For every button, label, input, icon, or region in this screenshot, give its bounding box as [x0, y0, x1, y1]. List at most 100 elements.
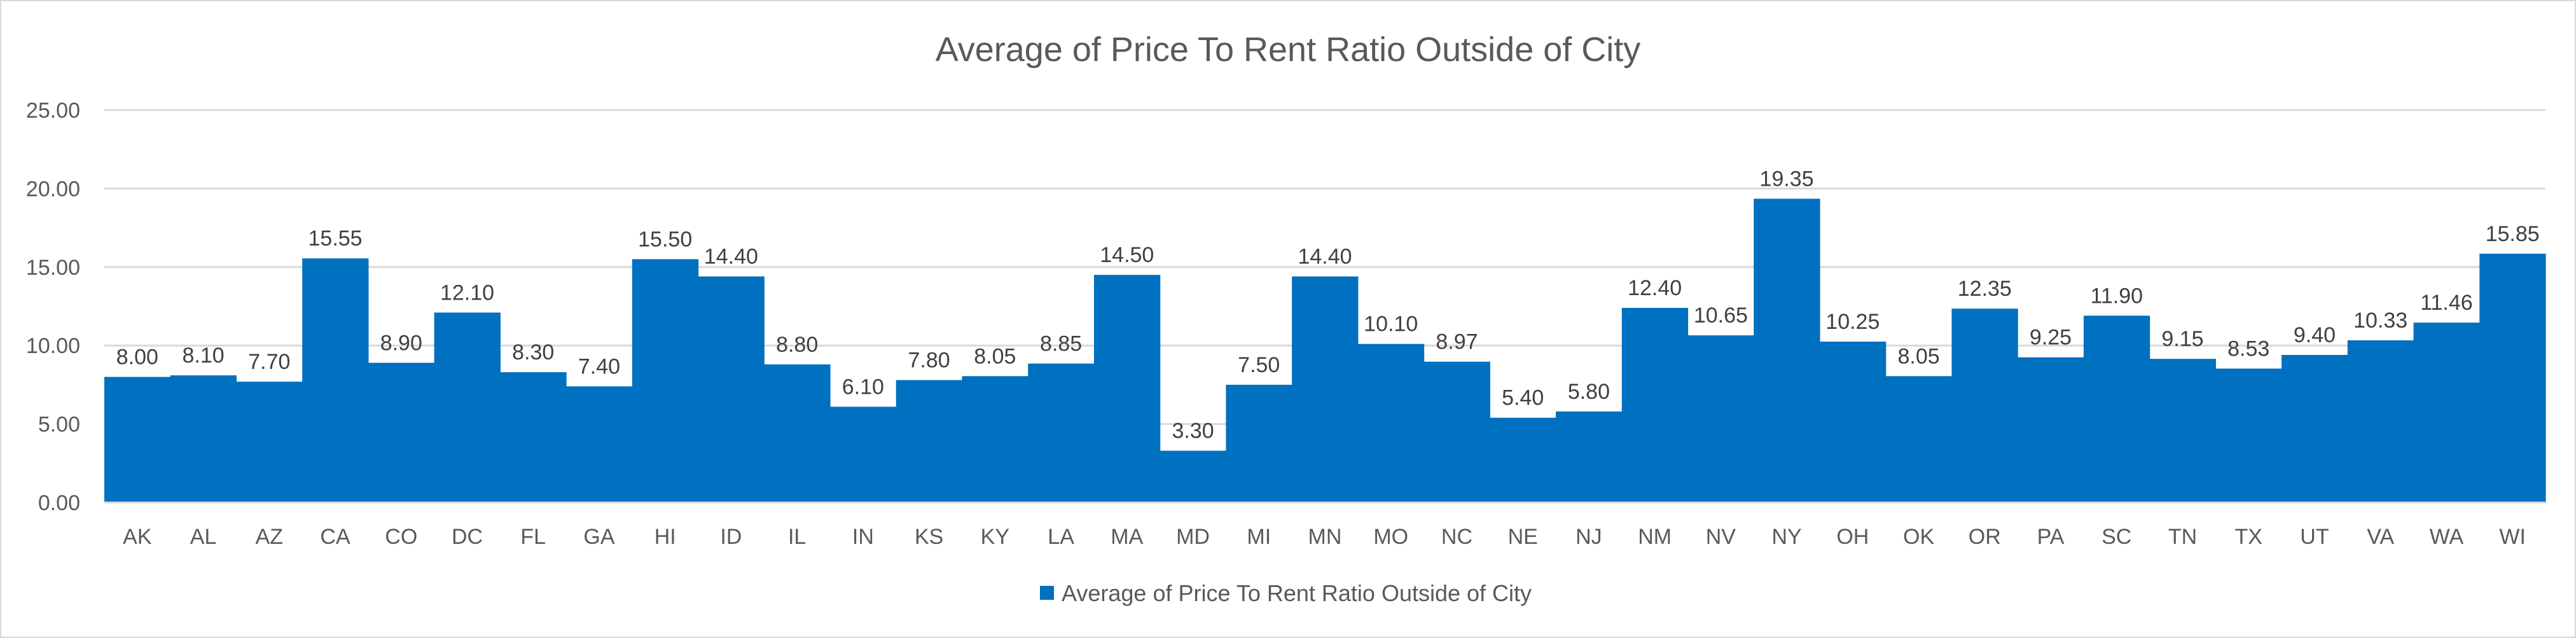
- bar: [962, 376, 1028, 503]
- x-tick-label: MN: [1308, 525, 1342, 549]
- data-label: 8.00: [116, 345, 158, 370]
- data-label: 8.80: [776, 333, 818, 357]
- data-label: 3.30: [1172, 419, 1214, 443]
- x-tick-label: AL: [190, 525, 217, 549]
- x-tick-label: IL: [788, 525, 806, 549]
- x-tick-label: CO: [385, 525, 417, 549]
- data-label: 12.10: [440, 281, 494, 305]
- x-tick-label: TN: [2168, 525, 2197, 549]
- x-tick-label: VA: [2367, 525, 2394, 549]
- data-label: 10.65: [1694, 303, 1748, 328]
- legend-swatch: [1040, 586, 1054, 600]
- data-label: 12.40: [1628, 276, 1682, 300]
- bar: [1621, 307, 1689, 503]
- x-tick-label: AK: [123, 525, 152, 549]
- data-label: 8.10: [183, 343, 225, 368]
- bar: [2149, 359, 2216, 503]
- data-label: 8.05: [1897, 344, 1939, 368]
- bar: [2083, 316, 2150, 503]
- data-label: 7.70: [248, 350, 290, 374]
- data-label: 5.80: [1568, 380, 1610, 404]
- legend: Average of Price To Rent Ratio Outside o…: [1040, 580, 1532, 606]
- data-label: 9.15: [2161, 327, 2203, 351]
- bar: [1226, 384, 1292, 503]
- x-tick-label: KS: [915, 525, 943, 549]
- x-tick-label: NE: [1508, 525, 1538, 549]
- x-tick-label: MA: [1111, 525, 1143, 549]
- x-tick-label: GA: [583, 525, 614, 549]
- bar: [566, 386, 633, 503]
- x-tick-label: OK: [1903, 525, 1934, 549]
- x-tick-label: CA: [320, 525, 350, 549]
- x-tick-label: HI: [654, 525, 676, 549]
- x-tick-label: IN: [852, 525, 874, 549]
- x-tick-label: SC: [2102, 525, 2131, 549]
- x-tick-label: AZ: [256, 525, 283, 549]
- bar: [698, 276, 765, 503]
- data-label: 15.50: [638, 227, 692, 251]
- bar: [1687, 335, 1754, 503]
- data-label: 14.40: [1298, 245, 1352, 269]
- x-tick-label: UT: [2300, 525, 2329, 549]
- data-label: 9.40: [2294, 323, 2336, 347]
- data-label: 8.53: [2227, 336, 2269, 361]
- bar: [1357, 343, 1425, 503]
- data-label: 15.55: [308, 226, 363, 251]
- data-label: 6.10: [842, 375, 884, 399]
- data-label: 12.35: [1958, 277, 2012, 301]
- bars: [104, 198, 2546, 503]
- bar: [896, 380, 963, 503]
- bar: [170, 375, 237, 503]
- data-labels: 8.00 8.10 7.70 15.55 8.90 12.10 8.30 7.40 15.50 1…: [116, 167, 2540, 443]
- bar: [1292, 276, 1359, 503]
- bar: [2018, 357, 2084, 503]
- y-axis-ticks: 0.00 5.00 10.00 15.00 20.00 25.00: [26, 99, 80, 515]
- x-tick-label: OR: [1969, 525, 2001, 549]
- bar: [104, 377, 171, 503]
- bar: [236, 381, 303, 503]
- bar: [1160, 450, 1227, 503]
- data-label: 14.50: [1100, 243, 1154, 267]
- x-tick-label: NC: [1441, 525, 1472, 549]
- data-label: 10.33: [2353, 309, 2407, 333]
- data-label: 8.85: [1040, 332, 1082, 356]
- x-tick-label: PA: [2037, 525, 2065, 549]
- x-tick-label: ID: [720, 525, 742, 549]
- bar: [1819, 342, 1887, 503]
- bar: [632, 259, 699, 503]
- y-tick-label: 20.00: [26, 177, 80, 201]
- x-tick-label: NV: [1706, 525, 1736, 549]
- data-label: 7.50: [1238, 353, 1280, 377]
- bar: [434, 312, 501, 503]
- x-tick-label: MD: [1176, 525, 1210, 549]
- bar: [1885, 376, 1953, 503]
- data-label: 8.90: [380, 331, 422, 355]
- data-label: 14.40: [704, 245, 758, 269]
- y-tick-label: 5.00: [38, 413, 80, 437]
- data-label: 10.25: [1825, 310, 1880, 334]
- x-tick-label: KY: [981, 525, 1009, 549]
- data-label: 11.46: [2420, 291, 2473, 315]
- x-tick-label: DC: [452, 525, 483, 549]
- x-axis-ticks: AK AL AZ CA CO DC FL GA HI ID IL IN KS KY LA MA MD MI MN MO…: [123, 525, 2526, 549]
- x-tick-label: WI: [2499, 525, 2526, 549]
- bar: [764, 364, 831, 503]
- data-label: 8.30: [512, 340, 554, 364]
- bar: [2413, 322, 2480, 503]
- data-label: 8.05: [974, 344, 1016, 368]
- x-tick-label: TX: [2234, 525, 2262, 549]
- bar: [2347, 340, 2414, 503]
- bar: [1490, 417, 1556, 503]
- bar: [1556, 411, 1623, 503]
- bar: [2215, 368, 2282, 503]
- x-tick-label: NY: [1771, 525, 1801, 549]
- bar: [830, 406, 897, 503]
- x-tick-label: NM: [1638, 525, 1672, 549]
- bar: [302, 258, 369, 503]
- data-label: 7.80: [908, 348, 950, 372]
- bar: [1951, 309, 2018, 503]
- x-tick-label: WA: [2430, 525, 2464, 549]
- x-tick-label: FL: [520, 525, 546, 549]
- x-tick-label: LA: [1048, 525, 1074, 549]
